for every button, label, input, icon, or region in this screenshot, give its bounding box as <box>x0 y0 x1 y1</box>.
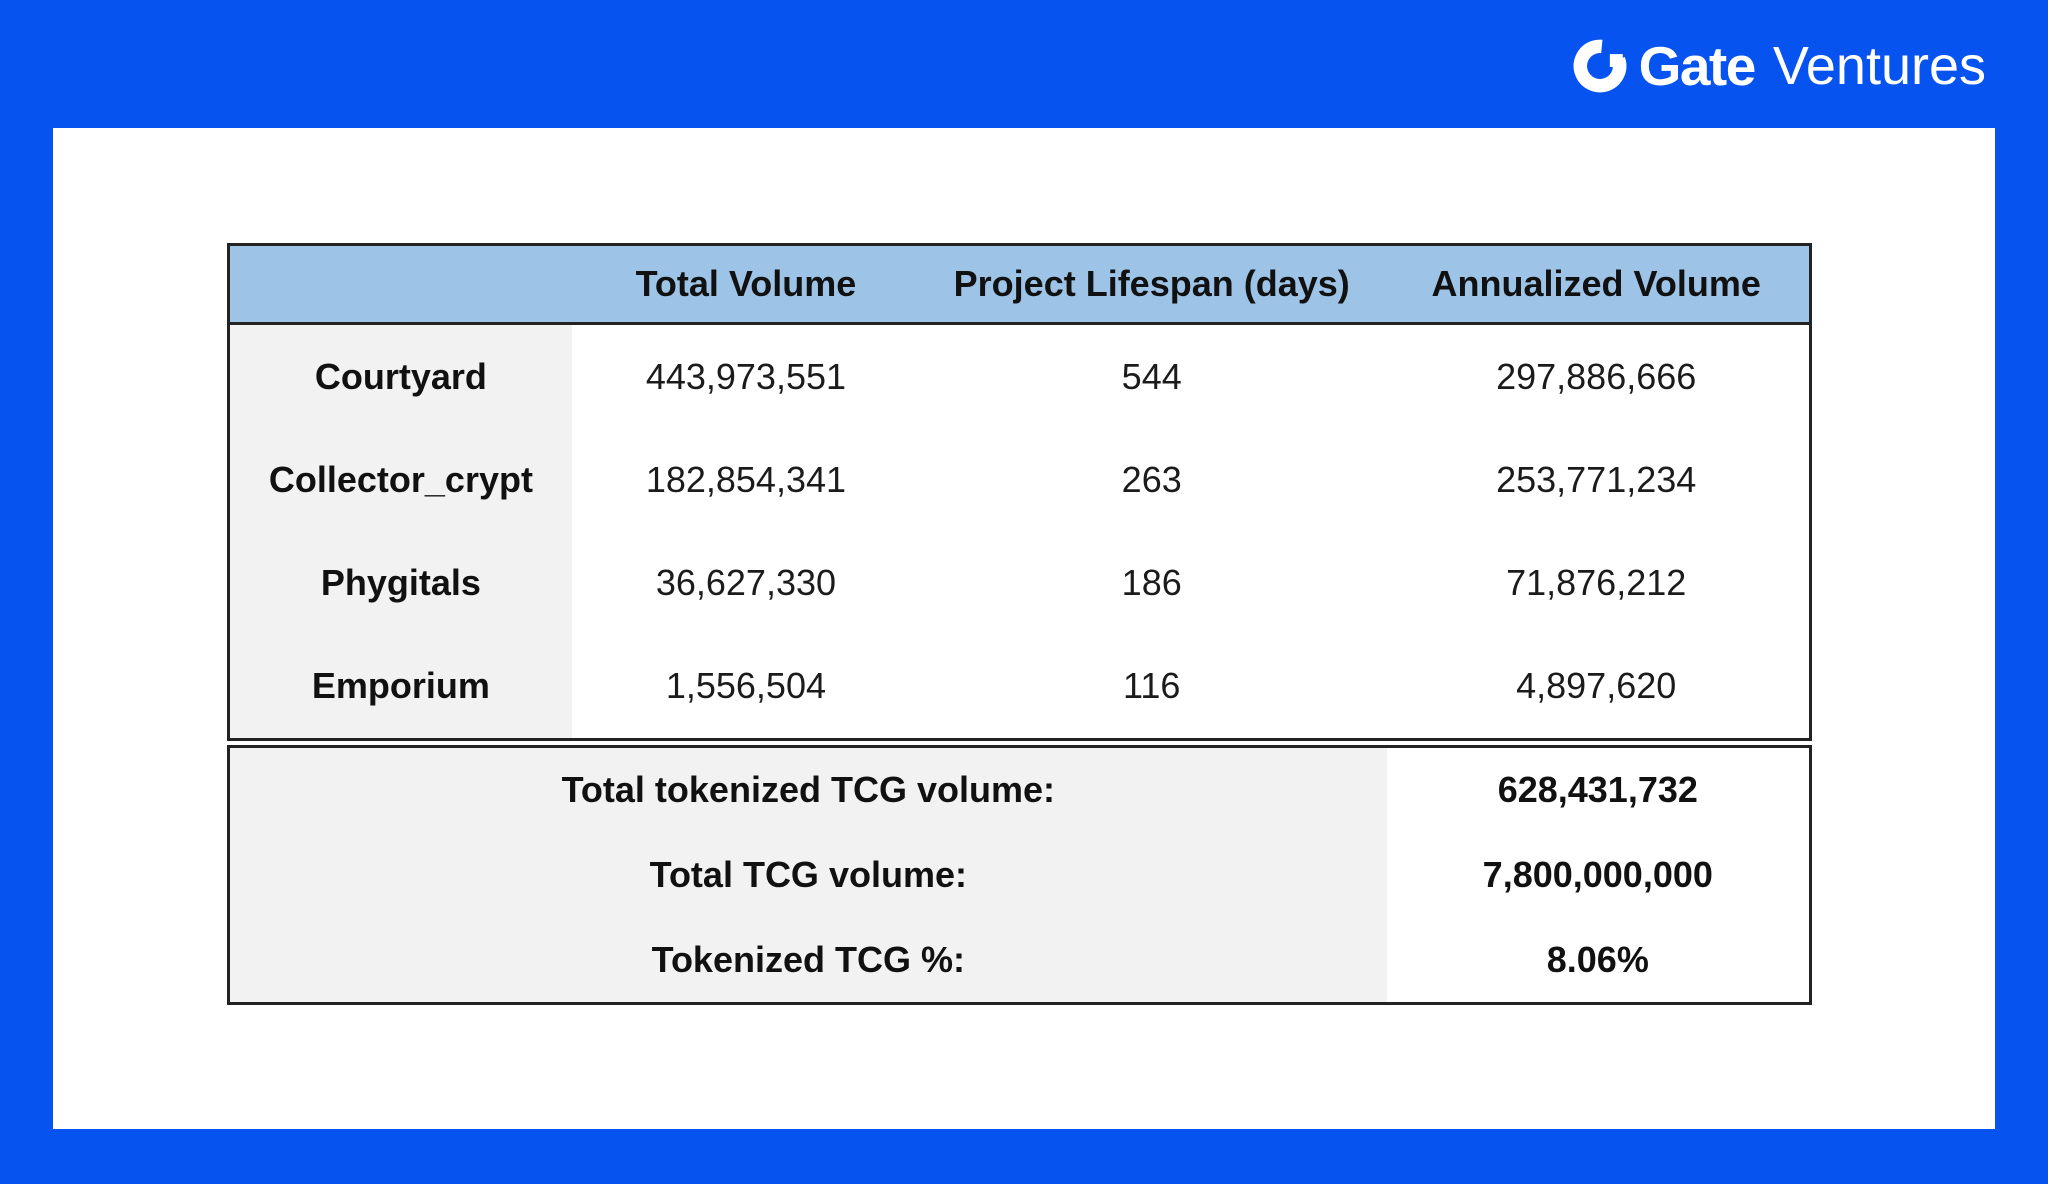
cell-courtyard-lifespan: 544 <box>920 325 1384 429</box>
cell-emporium-total: 1,556,504 <box>571 634 920 738</box>
table-header-corner <box>230 246 572 325</box>
cell-phygitals-annualized: 71,876,212 <box>1383 531 1809 635</box>
summary-value-tokenized-volume: 628,431,732 <box>1386 748 1809 833</box>
summary-value-total-volume: 7,800,000,000 <box>1386 832 1809 918</box>
cell-collector-lifespan: 263 <box>920 428 1384 532</box>
row-label-courtyard: Courtyard <box>230 325 572 429</box>
cell-collector-total: 182,854,341 <box>571 428 920 532</box>
cell-phygitals-lifespan: 186 <box>920 531 1384 635</box>
cell-emporium-lifespan: 116 <box>920 634 1384 738</box>
cell-courtyard-total: 443,973,551 <box>571 325 920 429</box>
summary-label-tokenized-percent: Tokenized TCG %: <box>230 917 1387 1002</box>
table-header-total-volume: Total Volume <box>571 246 920 325</box>
tcg-summary-table: Total tokenized TCG volume: 628,431,732 … <box>227 745 1812 1005</box>
row-label-phygitals: Phygitals <box>230 531 572 635</box>
row-label-emporium: Emporium <box>230 634 572 738</box>
brand-name-secondary: Ventures <box>1772 36 1986 96</box>
cell-collector-annualized: 253,771,234 <box>1383 428 1809 532</box>
tcg-volume-table: Total Volume Project Lifespan (days) Ann… <box>227 243 1812 741</box>
brand-name-primary: Gate <box>1638 35 1757 97</box>
cell-emporium-annualized: 4,897,620 <box>1383 634 1809 738</box>
cell-courtyard-annualized: 297,886,666 <box>1383 325 1809 429</box>
row-label-collector-crypt: Collector_crypt <box>230 428 572 532</box>
brand-logo: Gate Ventures <box>1571 36 1986 96</box>
table-header-annualized: Annualized Volume <box>1383 246 1809 325</box>
summary-label-total-volume: Total TCG volume: <box>230 832 1387 918</box>
cell-phygitals-total: 36,627,330 <box>571 531 920 635</box>
summary-label-tokenized-volume: Total tokenized TCG volume: <box>230 748 1387 833</box>
table-header-lifespan: Project Lifespan (days) <box>920 246 1384 325</box>
summary-value-tokenized-percent: 8.06% <box>1386 917 1809 1002</box>
gate-logo-icon <box>1571 37 1629 95</box>
